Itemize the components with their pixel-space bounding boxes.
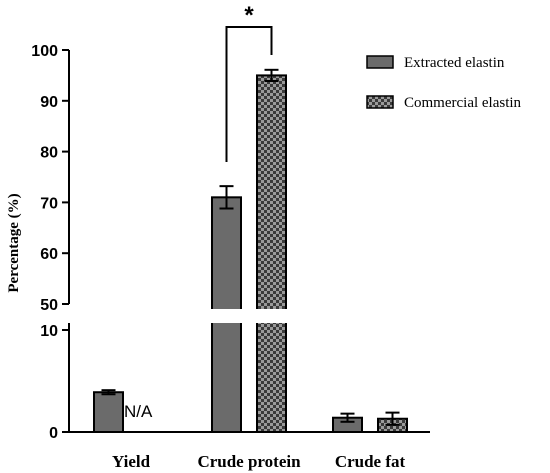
category-label: Yield xyxy=(112,452,151,471)
legend-label-extracted: Extracted elastin xyxy=(404,55,505,71)
legend-label-commercial: Commercial elastin xyxy=(404,95,522,111)
bar xyxy=(256,74,287,434)
y-tick-label: 90 xyxy=(40,94,58,111)
y-tick-label: 80 xyxy=(40,145,58,162)
y-tick-label: 10 xyxy=(40,323,58,340)
axis-break-gap xyxy=(62,309,362,323)
significance-star: * xyxy=(244,2,254,29)
legend-swatch-extracted xyxy=(366,55,394,69)
bars xyxy=(62,74,408,434)
y-ticks: 0 10 50 60 70 80 90 100 xyxy=(31,43,69,442)
y-tick-label: 60 xyxy=(40,246,58,263)
legend-swatch-commercial xyxy=(366,95,394,109)
category-label: Crude protein xyxy=(197,452,301,471)
axes xyxy=(63,50,430,433)
y-tick-label: 100 xyxy=(31,43,58,60)
category-label: Crude fat xyxy=(335,452,406,471)
category-labels: Yield Crude protein Crude fat xyxy=(112,452,406,471)
legend: Extracted elastin Commercial elastin xyxy=(366,55,522,111)
y-tick-label: 0 xyxy=(49,425,58,442)
na-annotation: N/A xyxy=(124,402,153,421)
error-bars xyxy=(101,68,400,426)
bracket-line xyxy=(225,26,273,162)
bar xyxy=(93,391,124,433)
y-tick-label: 70 xyxy=(40,195,58,212)
y-tick-label: 50 xyxy=(40,297,58,314)
significance-bracket: * xyxy=(225,2,273,162)
y-axis-title: Percentage (%) xyxy=(6,193,22,292)
